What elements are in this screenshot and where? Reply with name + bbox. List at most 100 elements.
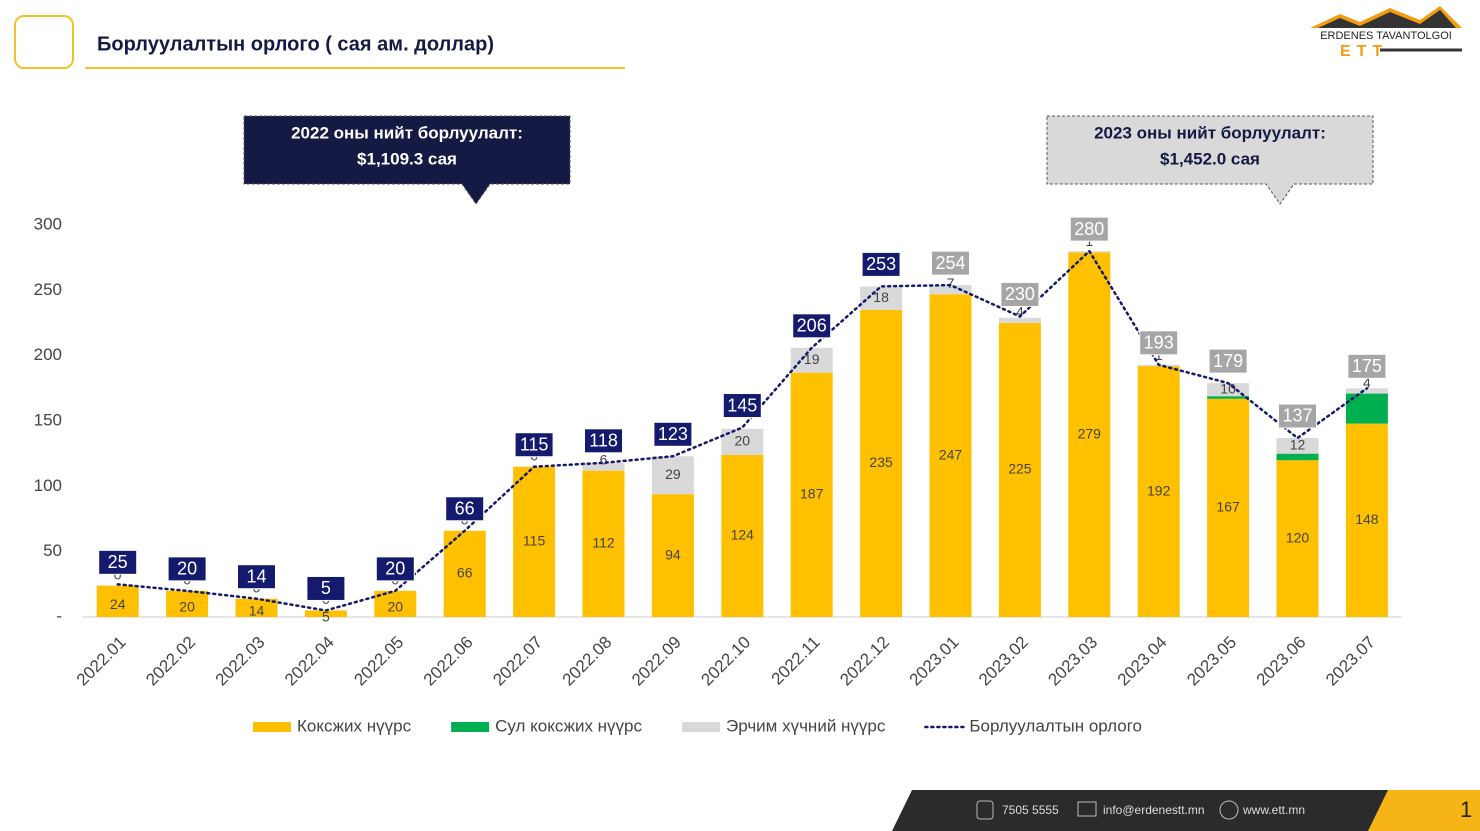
total-label-box — [306, 575, 346, 601]
bar-segment — [96, 585, 139, 617]
phone-icon — [976, 800, 994, 820]
bar-segment — [1345, 423, 1388, 617]
bar-segment — [374, 590, 417, 617]
value-label: 24 — [110, 596, 126, 612]
value-label: 112 — [592, 535, 615, 551]
total-label: 253 — [866, 254, 896, 274]
y-tick-label: 100 — [34, 476, 62, 495]
value-label: 20 — [179, 599, 195, 615]
y-tick-label: 200 — [34, 345, 62, 364]
x-tick-label: 2022.03 — [212, 633, 269, 690]
value-label: 20 — [388, 599, 404, 615]
callout-text: 2023 оны нийт борлуулалт: — [1094, 123, 1326, 142]
legend-label: Коксжих нүүрс — [297, 716, 412, 735]
value-label: 94 — [665, 546, 681, 562]
legend-label: Борлуулалтын орлого — [969, 716, 1142, 735]
value-label: 19 — [804, 351, 820, 367]
value-label: 148 — [1355, 511, 1379, 527]
bar-segment — [1207, 396, 1250, 399]
x-tick-label: 2022.10 — [697, 633, 754, 690]
bar-segment — [790, 347, 833, 373]
x-tick-label: 2023.01 — [906, 633, 963, 690]
value-label: 4 — [1363, 374, 1371, 390]
bar-segment — [582, 470, 625, 617]
bar-segment — [1207, 383, 1250, 397]
bar-segment — [998, 323, 1041, 617]
value-label: 4 — [1016, 304, 1024, 320]
total-label: 280 — [1074, 219, 1104, 239]
total-label-box — [445, 496, 485, 522]
bar-segment — [929, 285, 972, 295]
x-tick-label: 2022.06 — [420, 633, 477, 690]
x-tick-label: 2022.09 — [628, 633, 685, 690]
total-label: 193 — [1144, 333, 1174, 353]
bar-segment — [1137, 366, 1180, 617]
x-tick-label: 2023.04 — [1114, 633, 1171, 690]
legend-swatch — [682, 722, 721, 732]
bar-segment — [1068, 252, 1111, 617]
total-label: 137 — [1282, 406, 1312, 426]
total-label: 20 — [177, 559, 197, 579]
total-label-box — [861, 251, 901, 277]
value-label: 10 — [1220, 380, 1236, 396]
total-label: 118 — [589, 431, 618, 451]
total-label-box — [237, 564, 276, 590]
total-label: 145 — [727, 395, 757, 415]
x-tick-label: 2023.07 — [1322, 633, 1379, 690]
value-label: 167 — [1216, 499, 1240, 515]
value-label: 6 — [600, 451, 608, 467]
total-label: 254 — [935, 253, 965, 273]
value-label: 18 — [873, 289, 889, 305]
x-tick-label: 2022.04 — [281, 633, 338, 690]
total-label-box — [792, 313, 832, 339]
total-label-box — [1139, 330, 1179, 356]
value-label: 247 — [939, 446, 963, 462]
total-label: 66 — [455, 499, 475, 519]
total-label: 25 — [108, 552, 128, 572]
value-label: 120 — [1286, 529, 1310, 545]
total-label-box — [653, 421, 693, 447]
legend-swatch — [253, 722, 291, 732]
bar-segment — [651, 494, 694, 617]
total-label-box — [1069, 216, 1109, 242]
total-label-box — [1000, 281, 1040, 307]
slide-title: Борлуулалтын орлого ( сая ам. доллар) — [97, 33, 494, 55]
footer-web: www.ett.mn — [1242, 803, 1305, 817]
y-tick-label: 250 — [34, 280, 62, 299]
footer-email: info@erdenestt.mn — [1103, 803, 1205, 817]
callout-text: $1,109.3 сая — [357, 149, 457, 168]
bar-segment — [790, 372, 833, 617]
footer-phone: 7505 5555 — [1002, 803, 1059, 817]
legend-label: Сул коксжих нүүрс — [495, 716, 642, 735]
value-label: 187 — [800, 486, 824, 502]
x-tick-label: 2022.02 — [142, 633, 199, 690]
value-label: 225 — [1008, 461, 1032, 477]
total-label: 206 — [797, 316, 827, 336]
x-tick-label: 2023.05 — [1183, 633, 1240, 690]
total-label-box — [931, 250, 970, 276]
logo-text: ERDENES TAVANTOLGOI — [1320, 30, 1452, 42]
bar-segment — [1276, 453, 1319, 461]
header-box — [14, 15, 74, 69]
total-label-box — [1347, 353, 1387, 379]
x-tick-label: 2023.06 — [1253, 633, 1310, 690]
total-label-box — [1208, 348, 1248, 374]
bar-segment — [443, 530, 486, 617]
value-label: 20 — [735, 433, 751, 449]
web-icon — [1219, 800, 1239, 820]
callout-text: $1,452.0 сая — [1160, 149, 1260, 168]
x-tick-label: 2022.08 — [559, 633, 616, 690]
y-tick-label: 300 — [34, 214, 62, 233]
value-label: 279 — [1078, 425, 1102, 441]
callout — [1046, 115, 1374, 205]
value-label: 235 — [869, 454, 893, 470]
value-label: 115 — [523, 533, 546, 549]
bar-segment — [166, 590, 209, 617]
total-label: 115 — [520, 434, 549, 454]
bar-segment — [860, 286, 903, 310]
logo-short: ETT — [1340, 43, 1388, 60]
total-label: 14 — [246, 566, 266, 586]
value-label: 14 — [249, 603, 265, 619]
legend-swatch — [451, 722, 490, 732]
